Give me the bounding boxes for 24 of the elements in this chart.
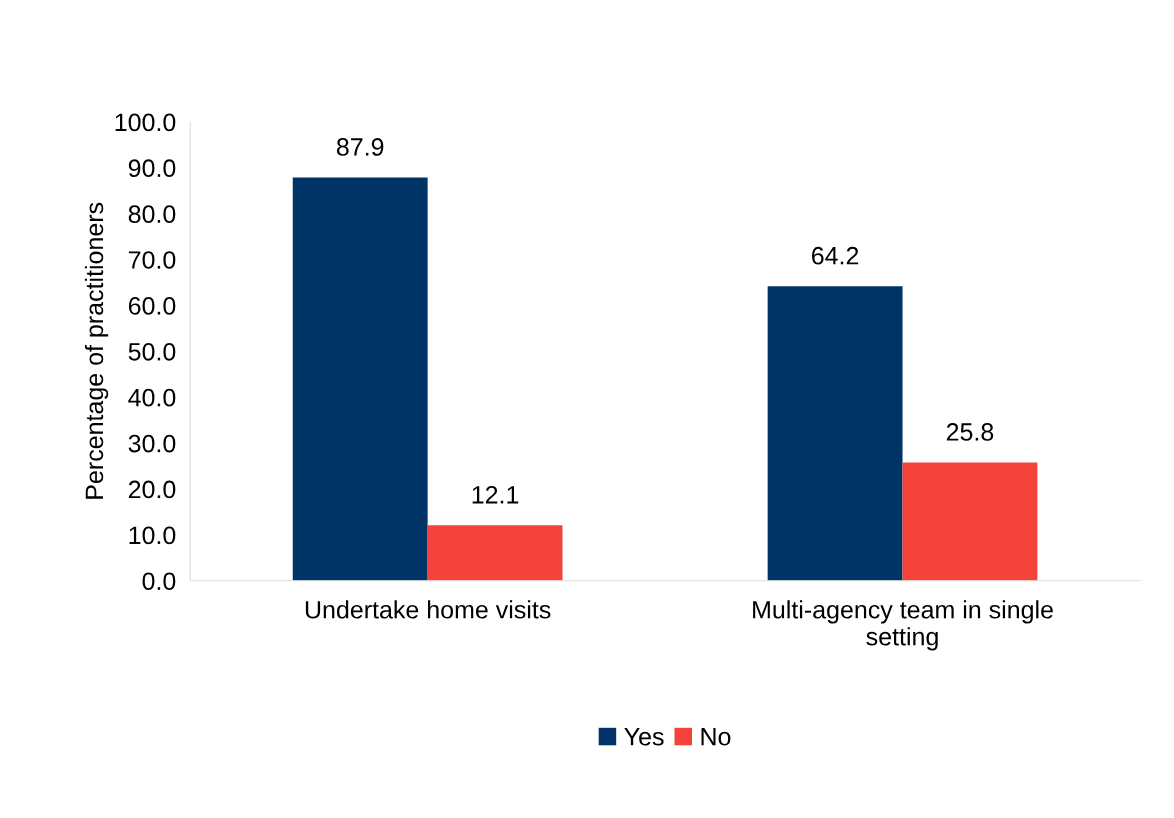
y-tick-label: 80.0	[128, 205, 176, 223]
x-tick-label: Multi-agency team in single setting	[753, 600, 1053, 651]
legend-label: No	[701, 728, 731, 746]
y-tick-label: 60.0	[128, 297, 176, 315]
y-tick-label: 50.0	[128, 342, 176, 361]
data-label: 64.2	[812, 246, 859, 265]
y-tick-label: 0.0	[142, 572, 176, 591]
y-tick-label: 20.0	[128, 480, 176, 499]
y-tick-label: 30.0	[128, 434, 176, 453]
y-axis-title: Percentage of practitioners	[84, 202, 109, 499]
legend-label: Yes	[624, 728, 664, 746]
y-tick-label: 40.0	[128, 388, 176, 407]
y-tick-label: 100.0	[115, 113, 176, 132]
y-tick-label: 70.0	[128, 251, 176, 269]
y-tick-label: 10.0	[129, 526, 176, 545]
bar	[902, 462, 1038, 581]
data-label: 87.9	[336, 138, 384, 156]
y-tick-label: 90.0	[128, 159, 176, 178]
data-label: 25.8	[946, 423, 994, 441]
bar	[767, 286, 903, 581]
x-tick-label: Undertake home visits	[305, 600, 551, 619]
bar	[427, 525, 563, 581]
data-label: 12.1	[472, 485, 519, 504]
bar	[292, 177, 428, 581]
